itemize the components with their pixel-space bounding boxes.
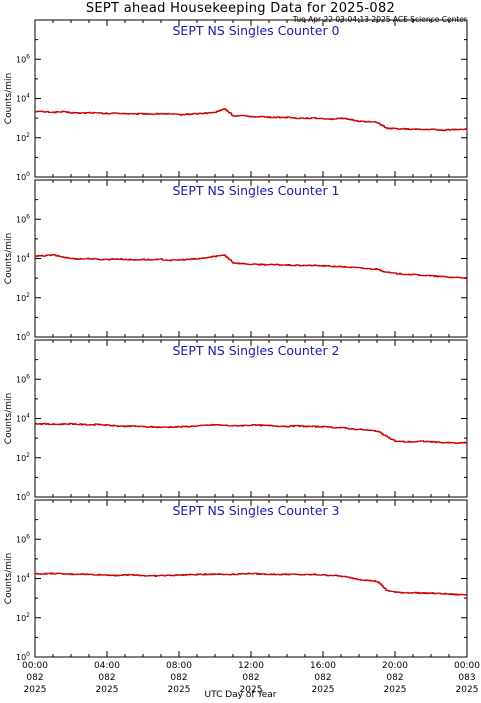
x-tick-label-year: 2025 (312, 685, 335, 695)
x-tick-label-year: 2025 (240, 685, 263, 695)
x-tick-label-time: 08:00 (166, 661, 192, 671)
plot-frame (34, 19, 468, 178)
x-tick-label-year: 2025 (168, 685, 191, 695)
y-axis-label: Counts/min (4, 233, 14, 284)
data-series-line (35, 572, 467, 596)
y-tick-label: 102 (16, 132, 30, 143)
plot-frame (34, 179, 468, 338)
y-tick-label: 100 (16, 651, 30, 662)
y-axis-label: Counts/min (4, 393, 14, 444)
x-tick-label-year: 2025 (456, 685, 479, 695)
y-tick-label: 104 (16, 253, 30, 264)
x-tick-label-time: 16:00 (310, 661, 336, 671)
x-tick-label-day: 083 (458, 673, 475, 683)
y-tick-label: 106 (16, 213, 30, 224)
panel-title: SEPT NS Singles Counter 2 (172, 343, 339, 358)
x-axis-label: UTC Day of Year (204, 690, 277, 700)
x-tick-label-year: 2025 (96, 685, 119, 695)
x-tick-label-day: 082 (386, 673, 403, 683)
x-tick-label-day: 082 (98, 673, 115, 683)
panel-title: SEPT NS Singles Counter 0 (172, 23, 339, 38)
x-tick-label-time: 12:00 (238, 661, 264, 671)
y-tick-label: 106 (16, 373, 30, 384)
y-tick-label: 106 (16, 533, 30, 544)
data-series-line (35, 422, 467, 445)
y-tick-label: 102 (16, 612, 30, 623)
x-tick-label-day: 082 (26, 673, 43, 683)
x-tick-label-time: 00:00 (22, 661, 48, 671)
y-tick-label: 100 (16, 491, 30, 502)
x-tick-label-year: 2025 (24, 685, 47, 695)
x-tick-label-time: 04:00 (94, 661, 120, 671)
data-series-line (35, 108, 467, 132)
y-tick-label: 102 (16, 452, 30, 463)
plot-frame (34, 499, 468, 658)
y-tick-label: 106 (16, 53, 30, 64)
y-axis-label: Counts/min (4, 73, 14, 124)
y-axis-label: Counts/min (4, 553, 14, 604)
y-tick-label: 104 (16, 573, 30, 584)
y-tick-label: 102 (16, 292, 30, 303)
y-tick-label: 100 (16, 171, 30, 182)
page-title: SEPT ahead Housekeeping Data for 2025-08… (85, 1, 396, 16)
y-tick-label: 104 (16, 93, 30, 104)
x-tick-label-time: 20:00 (382, 661, 408, 671)
plot-frame (34, 339, 468, 498)
panel-title: SEPT NS Singles Counter 1 (172, 183, 339, 198)
x-tick-label-year: 2025 (384, 685, 407, 695)
x-tick-label-time: 00:00 (454, 661, 480, 671)
x-tick-label-day: 082 (314, 673, 331, 683)
data-series-line (35, 254, 467, 279)
x-tick-label-day: 082 (170, 673, 187, 683)
y-tick-label: 104 (16, 413, 30, 424)
y-tick-label: 100 (16, 331, 30, 342)
panel-title: SEPT NS Singles Counter 3 (172, 503, 339, 518)
x-tick-label-day: 082 (242, 673, 259, 683)
